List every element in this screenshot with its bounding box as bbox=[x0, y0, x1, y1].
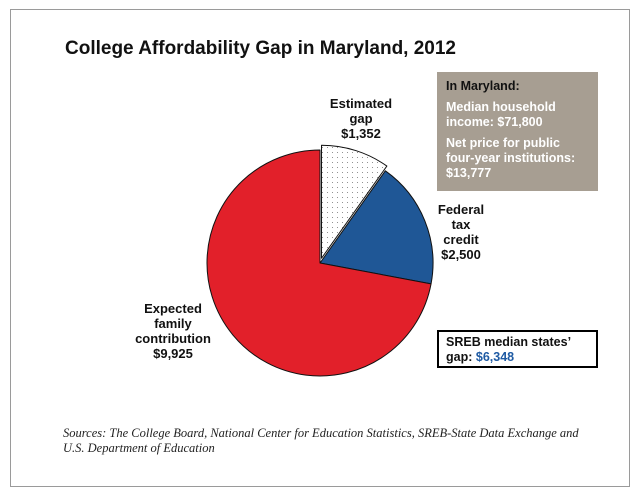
slice-label-line: Expected bbox=[144, 301, 202, 316]
slice-label-line: Federal bbox=[437, 202, 485, 217]
slice-label-line: contribution bbox=[135, 331, 211, 346]
slice-label-expected-family-contribution: Expected family contribution $9,925 bbox=[118, 301, 228, 361]
median-income-text: Median household income: $71,800 bbox=[446, 100, 556, 129]
net-price-text: Net price for public four-year instituti… bbox=[446, 136, 576, 180]
slice-label-line: $1,352 bbox=[341, 126, 381, 141]
slice-label-line: $9,925 bbox=[153, 346, 193, 361]
sreb-label: SREB median states’ gap: bbox=[446, 335, 571, 364]
slice-label-federal-tax-credit: Federal tax credit $2,500 bbox=[432, 202, 490, 262]
slice-label-line: family bbox=[154, 316, 192, 331]
slice-label-line: Estimated bbox=[329, 96, 393, 111]
slice-label-line: credit bbox=[443, 232, 479, 247]
slice-label-line: tax bbox=[451, 217, 471, 232]
chart-title: College Affordability Gap in Maryland, 2… bbox=[65, 38, 456, 59]
slice-label-estimated-gap: Estimated gap $1,352 bbox=[316, 96, 406, 141]
pie-slice-expected-family-contribution bbox=[206, 149, 432, 377]
pie-slice-estimated-gap bbox=[321, 144, 388, 259]
sources-note: Sources: The College Board, National Cen… bbox=[63, 426, 579, 455]
sreb-value: $6,348 bbox=[475, 350, 515, 364]
pie-slice-federal-tax-credit bbox=[319, 170, 434, 285]
sreb-median-gap-box: SREB median states’ gap: $6,348 bbox=[437, 330, 598, 368]
info-box-title: In Maryland: bbox=[446, 79, 520, 93]
maryland-info-box: In Maryland: Median household income: $7… bbox=[437, 72, 598, 191]
pie-slices bbox=[206, 144, 434, 377]
slice-label-line: gap bbox=[349, 111, 373, 126]
slice-label-line: $2,500 bbox=[441, 247, 481, 262]
